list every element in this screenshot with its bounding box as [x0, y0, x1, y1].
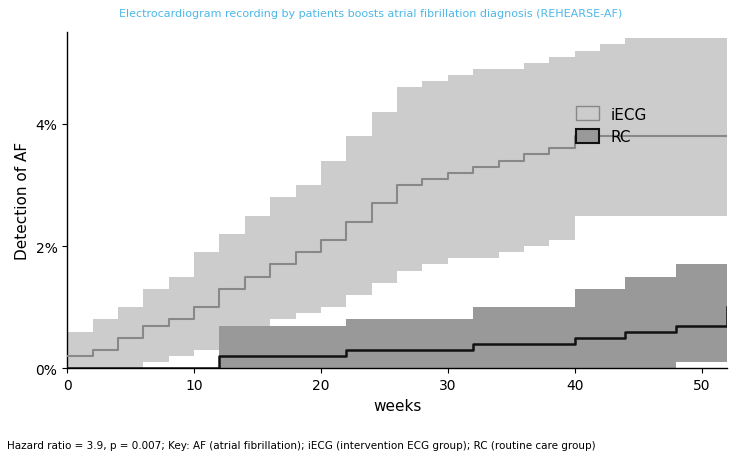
Legend: iECG, RC: iECG, RC	[570, 101, 654, 151]
X-axis label: weeks: weeks	[373, 398, 421, 413]
Text: Electrocardiogram recording by patients boosts atrial fibrillation diagnosis (RE: Electrocardiogram recording by patients …	[119, 9, 623, 19]
Text: Hazard ratio = 3.9, p = 0.007; Key: AF (atrial fibrillation); iECG (intervention: Hazard ratio = 3.9, p = 0.007; Key: AF (…	[7, 440, 596, 450]
Y-axis label: Detection of AF: Detection of AF	[15, 142, 30, 260]
